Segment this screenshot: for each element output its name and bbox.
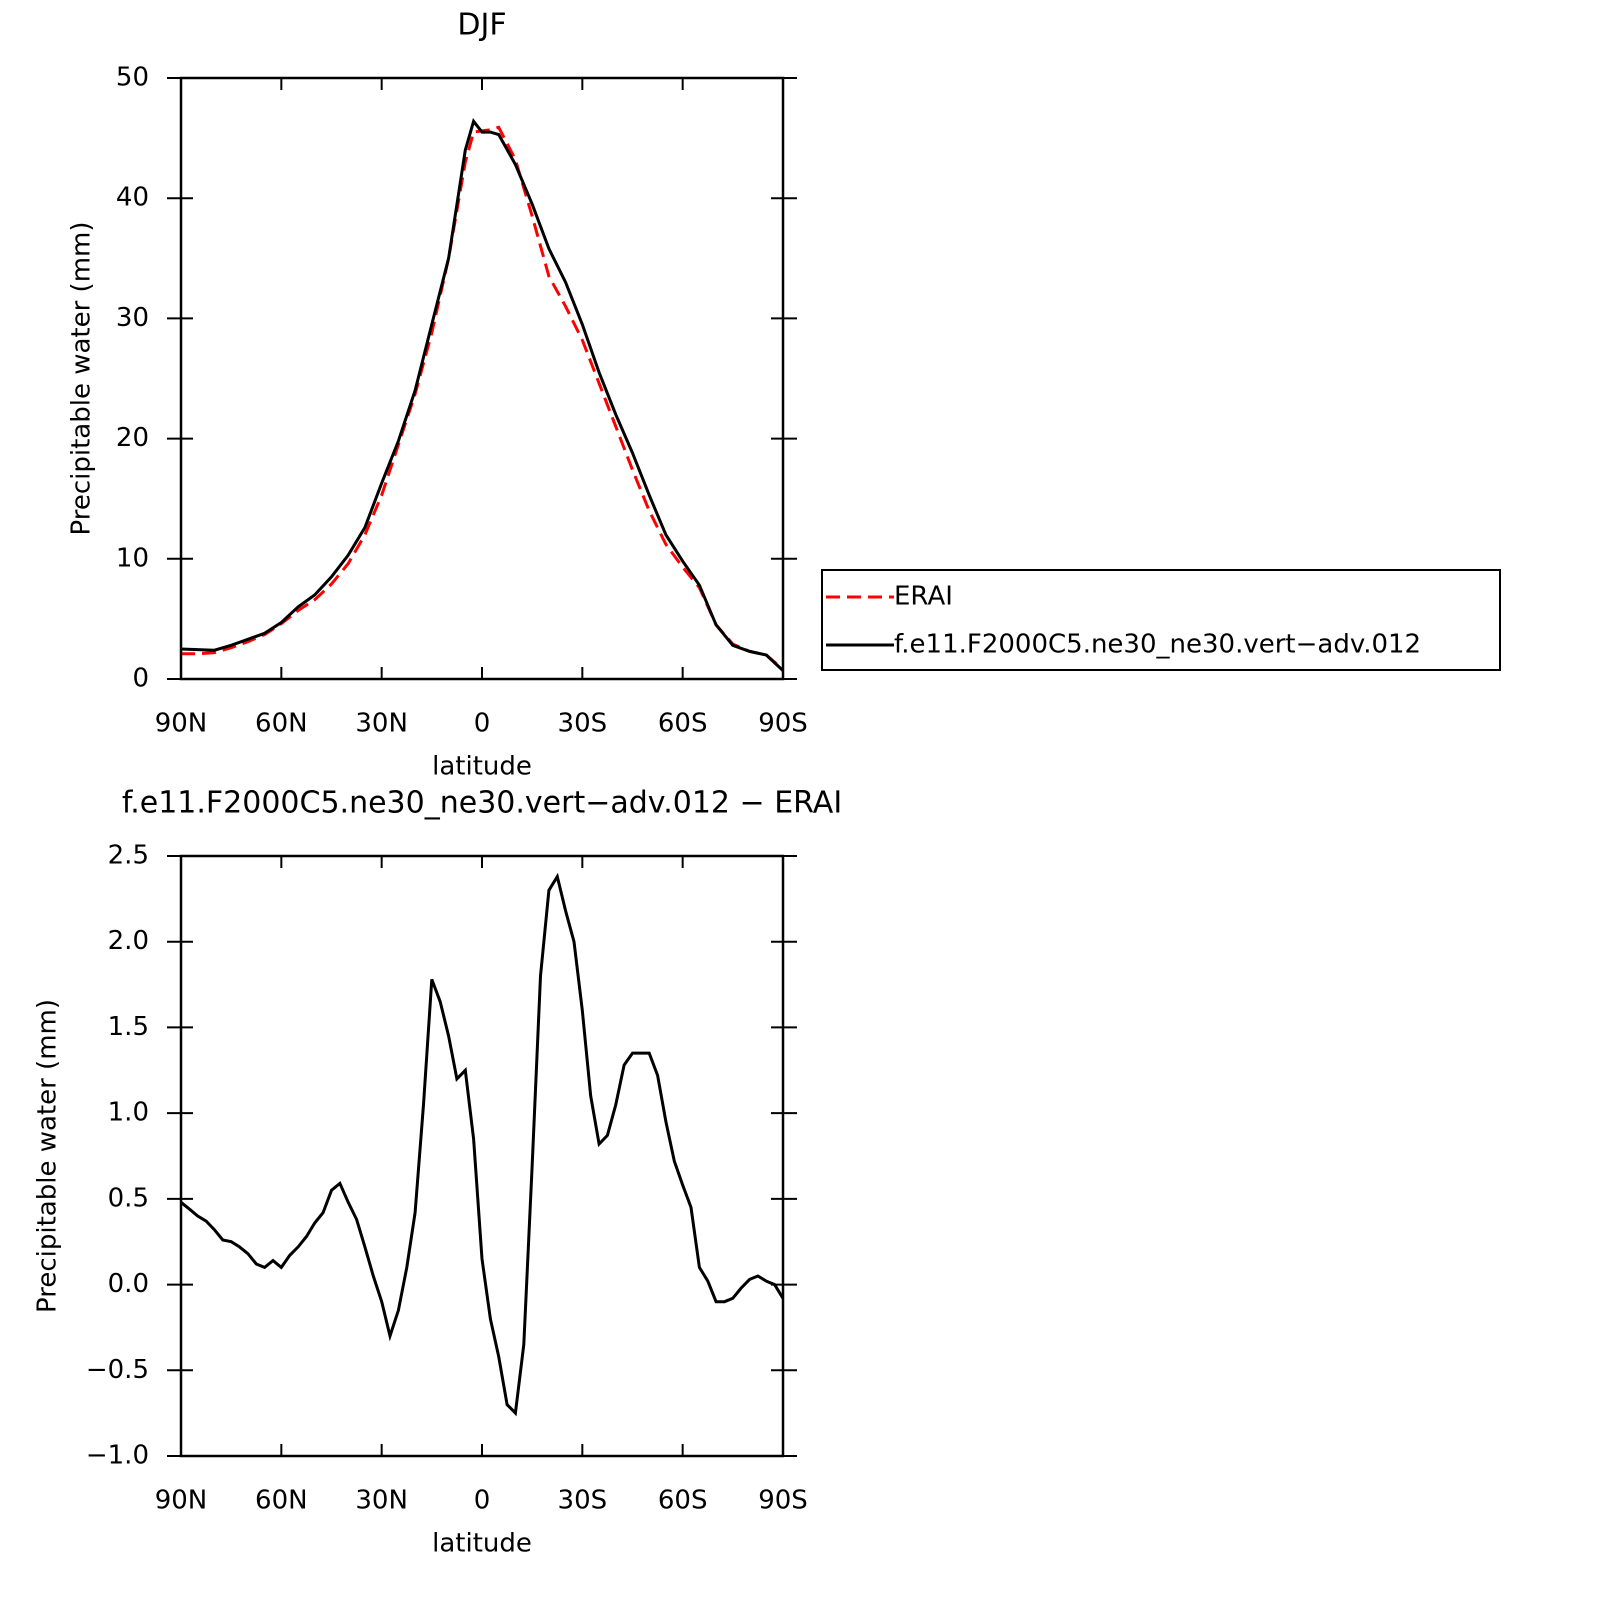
series-line xyxy=(180,872,785,1417)
y-tick-label: 1.0 xyxy=(108,1098,149,1128)
x-tick-label: 60S xyxy=(658,1486,708,1516)
series-line xyxy=(181,125,784,671)
y-tick-label: 40 xyxy=(116,183,149,213)
x-tick-label: 60S xyxy=(658,709,708,739)
legend-label: ERAI xyxy=(894,582,953,612)
x-axis-label: latitude xyxy=(432,1529,532,1559)
x-tick-label: 0 xyxy=(474,1486,491,1516)
x-tick-label: 60N xyxy=(255,1486,308,1516)
x-tick-label: 90S xyxy=(758,709,808,739)
y-tick-label: 10 xyxy=(116,543,149,573)
y-axis-label: Precipitable water (mm) xyxy=(33,999,63,1313)
legend-box xyxy=(821,569,1501,671)
y-tick-label: 20 xyxy=(116,423,149,453)
x-tick-label: 30S xyxy=(558,1486,608,1516)
chart-title: f.e11.F2000C5.ne30_ne30.vert−adv.012 − E… xyxy=(122,786,842,821)
y-tick-label: −0.5 xyxy=(86,1355,149,1385)
x-tick-label: 60N xyxy=(255,709,308,739)
series-line xyxy=(180,118,785,672)
y-tick-label: 30 xyxy=(116,303,149,333)
plot-frame xyxy=(179,854,785,1458)
x-tick-label: 0 xyxy=(474,709,491,739)
x-tick-label: 90N xyxy=(155,709,208,739)
y-tick-label: 0.5 xyxy=(108,1183,149,1213)
legend-label: f.e11.F2000C5.ne30_ne30.vert−adv.012 xyxy=(894,630,1421,660)
y-tick-label: −1.0 xyxy=(86,1441,149,1471)
x-axis-label: latitude xyxy=(432,752,532,782)
chart-title: DJF xyxy=(457,8,506,43)
y-axis-label: Precipitable water (mm) xyxy=(67,222,97,536)
x-tick-label: 30N xyxy=(355,1486,408,1516)
y-tick-label: 2.5 xyxy=(108,841,149,871)
y-tick-label: 50 xyxy=(116,63,149,93)
x-tick-label: 90S xyxy=(758,1486,808,1516)
x-tick-label: 90N xyxy=(155,1486,208,1516)
x-tick-label: 30S xyxy=(558,709,608,739)
y-tick-label: 0 xyxy=(132,664,149,694)
y-tick-label: 2.0 xyxy=(108,926,149,956)
plot-frame xyxy=(179,76,785,681)
y-tick-label: 1.5 xyxy=(108,1012,149,1042)
x-tick-label: 30N xyxy=(355,709,408,739)
y-tick-label: 0.0 xyxy=(108,1269,149,1299)
